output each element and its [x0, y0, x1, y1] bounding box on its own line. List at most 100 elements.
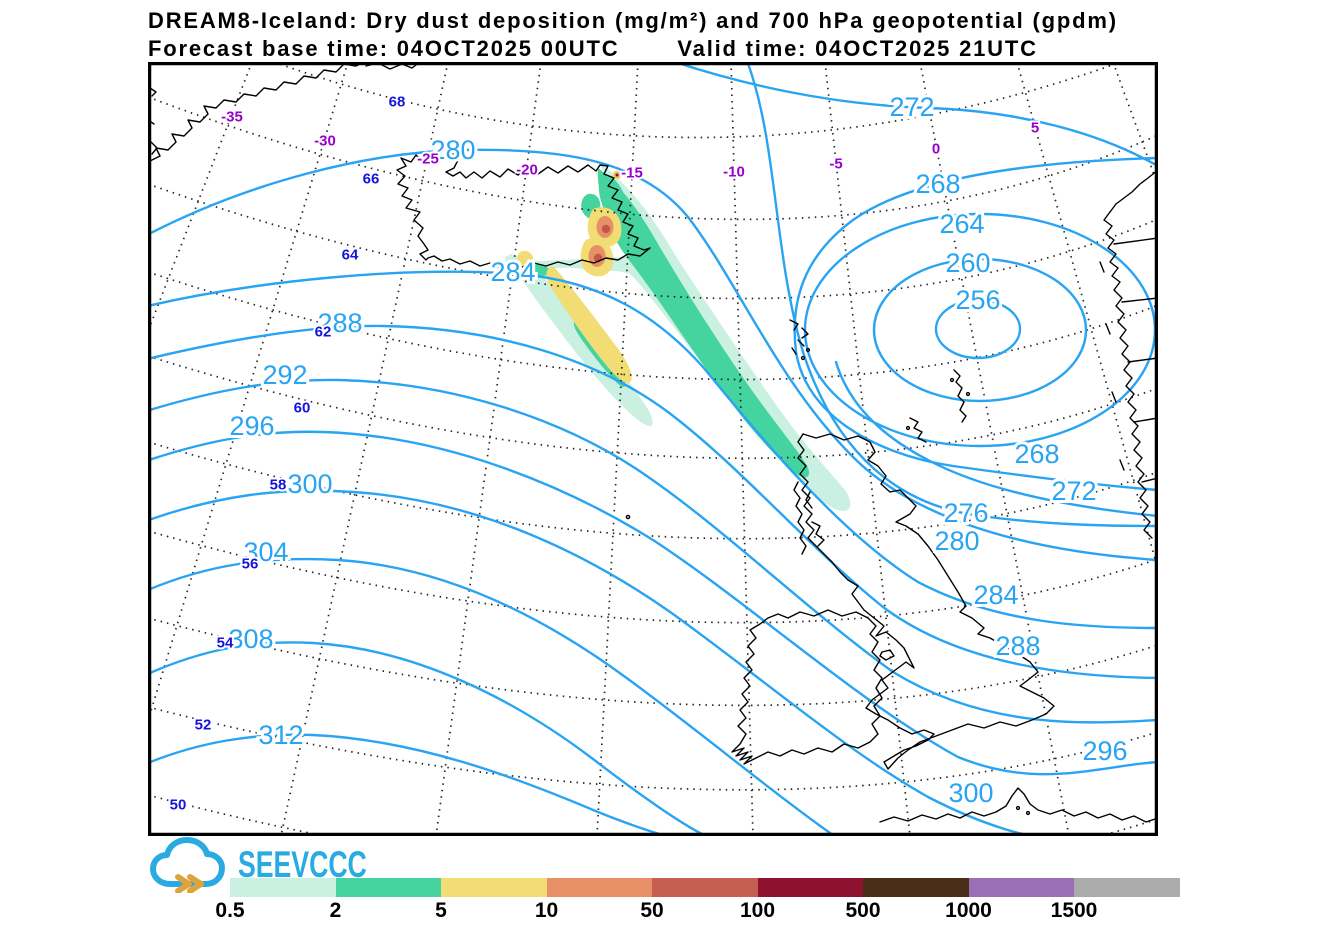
- colorbar-value-10: 10: [534, 899, 559, 922]
- contour-label-284: 284: [973, 580, 1018, 610]
- contour-260: [872, 257, 1088, 403]
- contour-304: [148, 557, 837, 836]
- lon-label--15: -15: [621, 165, 643, 182]
- colorbar-segment-1: [335, 878, 441, 897]
- lat-label-58: 58: [270, 477, 287, 494]
- colorbar-value-100: 100: [739, 899, 776, 922]
- contour-256: [934, 298, 1022, 360]
- contour-label-304: 304: [243, 537, 288, 567]
- lon-label--10: -10: [723, 164, 745, 181]
- contour-280-west: [148, 148, 1158, 562]
- coast-orkney: [909, 417, 927, 443]
- contour-label-260: 260: [945, 248, 990, 278]
- forecast-map: 280 284 288 292 296 300 304 308 312 272 268 264 260 2…: [148, 62, 1158, 836]
- contour-label-300: 300: [287, 469, 332, 499]
- contour-label-292: 292: [262, 360, 307, 390]
- deposition-colorbar: [230, 878, 1180, 897]
- coast-greenland: [148, 62, 365, 163]
- contour-276: [746, 62, 1158, 528]
- contour-284: [148, 270, 1158, 630]
- colorbar-segment-8: [1074, 878, 1180, 897]
- contour-label-280: 280: [934, 526, 979, 556]
- contour-label-268: 268: [915, 169, 960, 199]
- colorbar-value-0.5: 0.5: [215, 899, 245, 922]
- contour-308: [148, 641, 709, 836]
- coast-faroe: [789, 319, 809, 355]
- coastlines: [148, 62, 1158, 823]
- colorbar-value-50: 50: [640, 899, 664, 922]
- colorbar-value-500: 500: [845, 899, 881, 922]
- lon-label--20: -20: [516, 162, 538, 179]
- contour-label-284: 284: [490, 257, 535, 287]
- map-svg: 280 284 288 292 296 300 304 308 312 272 268 264 260 2…: [148, 62, 1158, 836]
- colorbar-value-1000: 1000: [945, 899, 992, 922]
- coast-norway: [1109, 169, 1158, 213]
- valid-time: Valid time: 04OCT2025 21UTC: [677, 36, 1038, 61]
- coast-ireland: [731, 609, 883, 765]
- colorbar-segment-3: [546, 878, 652, 897]
- colorbar-value-1500: 1500: [1050, 899, 1098, 922]
- forecast-base-time: Forecast base time: 04OCT2025 00UTC: [148, 36, 620, 61]
- colorbar-value-2: 2: [329, 899, 342, 922]
- contour-label-276: 276: [943, 498, 988, 528]
- contour-label-288: 288: [317, 308, 362, 338]
- lon-label-5: 5: [1031, 120, 1039, 137]
- contour-labels: 280 284 288 292 296 300 304 308 312 272 268 264 260 2…: [225, 89, 1130, 811]
- latitude-labels: 68 66 64 62 60 58 56 54 52 50: [168, 92, 408, 816]
- contour-label-268: 268: [1014, 439, 1059, 469]
- contour-label-280: 280: [430, 135, 475, 165]
- dust-deposition-plume: [505, 160, 851, 511]
- coast-shetland: [953, 369, 967, 423]
- lat-label-62: 62: [315, 324, 332, 341]
- lon-label--25: -25: [417, 151, 439, 168]
- map-title: DREAM8-Iceland: Dry dust deposition (mg/…: [148, 8, 1118, 33]
- colorbar-segment-2: [441, 878, 547, 897]
- lat-label-56: 56: [242, 556, 259, 573]
- lat-label-60: 60: [294, 400, 311, 417]
- title-block: DREAM8-Iceland: Dry dust deposition (mg/…: [148, 8, 1324, 62]
- contour-268: [793, 156, 1158, 492]
- colorbar-segment-7: [968, 878, 1074, 897]
- coast-iceland: [396, 152, 651, 269]
- lon-label--5: -5: [829, 156, 842, 173]
- lat-label-64: 64: [342, 247, 359, 264]
- lat-label-50: 50: [170, 797, 187, 814]
- contour-label-312: 312: [258, 720, 303, 750]
- contour-272-bottom: [834, 360, 1158, 518]
- colorbar-segment-0: [230, 878, 336, 897]
- lon-label--30: -30: [314, 133, 336, 150]
- contour-label-296: 296: [229, 411, 274, 441]
- longitude-labels: -35 -30 -25 -20 -15 -10 -5 0 5: [219, 107, 1041, 184]
- map-border: [148, 62, 1158, 836]
- latlon-graticule: [148, 62, 1158, 836]
- contour-296: [148, 430, 1158, 776]
- coast-great-britain: [797, 433, 1055, 770]
- coast-france: [879, 787, 1158, 823]
- contour-292: [148, 378, 1158, 724]
- contour-288: [148, 324, 1158, 680]
- colorbar-segment-6: [863, 878, 969, 897]
- colorbar-segment-5: [757, 878, 863, 897]
- contour-label-256: 256: [955, 285, 1000, 315]
- lat-label-66: 66: [363, 171, 380, 188]
- contour-label-288: 288: [995, 631, 1040, 661]
- contour-label-300: 300: [948, 778, 993, 808]
- lat-label-52: 52: [195, 717, 212, 734]
- lat-label-54: 54: [217, 635, 234, 652]
- deposition-colorbar-labels: 0.5 2 5 10 50 100 500 1000 1500: [215, 899, 1230, 925]
- contour-312: [148, 733, 671, 836]
- lon-label--35: -35: [221, 109, 243, 126]
- contour-label-308: 308: [228, 624, 273, 654]
- lat-label-68: 68: [389, 94, 406, 111]
- colorbar-segment-4: [652, 878, 758, 897]
- cloud-icon: [150, 837, 225, 893]
- lon-label-0: 0: [932, 141, 940, 158]
- contour-label-272: 272: [1051, 476, 1096, 506]
- map-subtitle: Forecast base time: 04OCT2025 00UTC Valid…: [148, 36, 1324, 62]
- contour-label-264: 264: [939, 209, 984, 239]
- contour-300: [148, 489, 1036, 836]
- coast-hebrides: [793, 481, 807, 555]
- coast-isle-of-man: [879, 649, 895, 661]
- geopotential-contours: [148, 62, 1158, 836]
